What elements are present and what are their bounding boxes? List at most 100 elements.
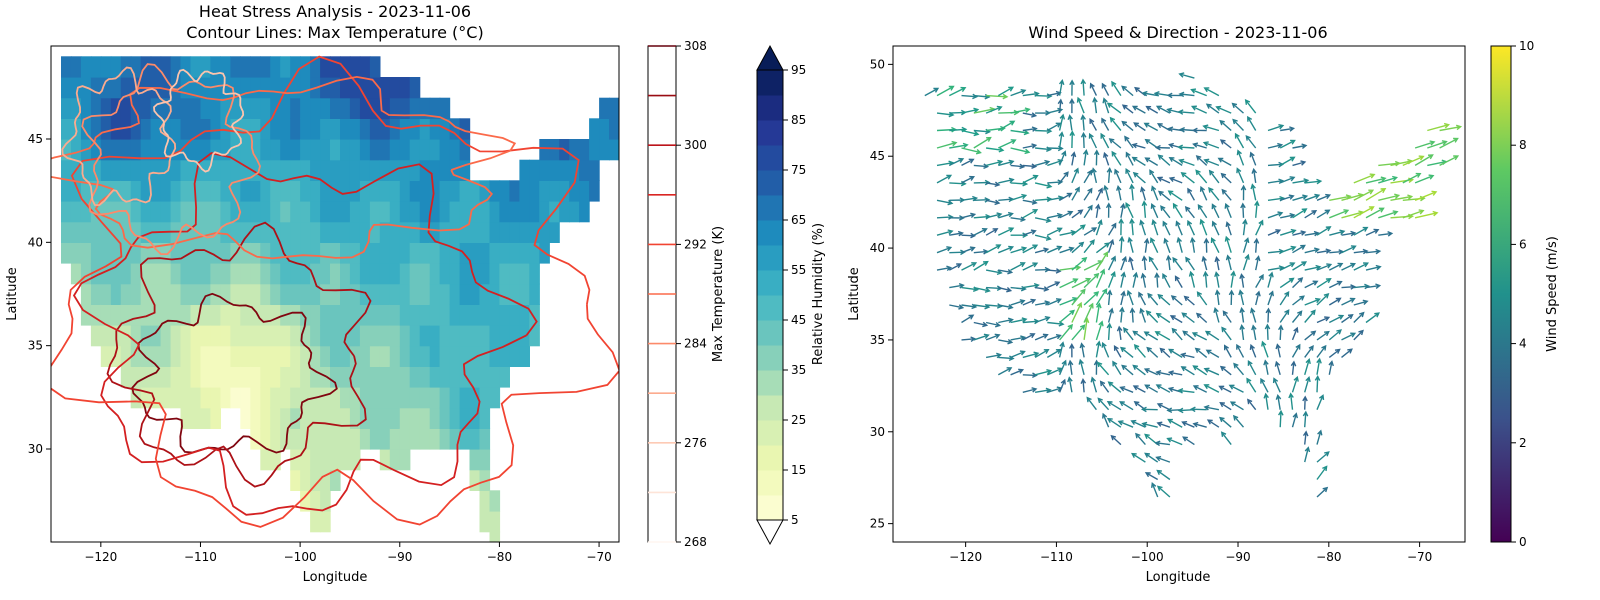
humidity-cell (359, 242, 371, 264)
heat-x-tick-label: −70 (586, 550, 611, 564)
humidity-cell (170, 366, 182, 388)
wind-arrow (1183, 295, 1195, 306)
wind-arrow (1328, 314, 1345, 324)
humidity-cell (409, 283, 421, 305)
wind-arrow (985, 159, 1004, 167)
humidity-cell (609, 118, 619, 140)
wind-arrow (1157, 190, 1171, 201)
wind-arrow (1143, 122, 1159, 132)
humidity-cell (469, 407, 481, 429)
wind-arrow (1195, 155, 1208, 166)
wind-arrow (1292, 143, 1308, 149)
humidity-cell (280, 77, 291, 99)
wind-arrow (961, 175, 976, 184)
humidity-cell (70, 221, 82, 243)
humidity-cell (349, 242, 361, 264)
humidity-cell (260, 304, 271, 326)
humidity-cell (399, 221, 411, 243)
humidity-cell (140, 139, 152, 161)
wind-arrow (1124, 135, 1134, 149)
humidity-cell (240, 283, 251, 305)
humidity-cell (379, 345, 391, 367)
humidity-cell (519, 242, 530, 264)
heat-chart-subtitle: Contour Lines: Max Temperature (°C) (186, 23, 483, 42)
wind-arrow (1167, 126, 1183, 132)
humidity-colorbar-tick-label: 85 (791, 113, 806, 127)
humidity-cell (61, 118, 72, 140)
humidity-cell (180, 56, 192, 78)
humidity-cell (260, 159, 271, 181)
humidity-cell (499, 242, 510, 264)
wind-y-tick-label: 40 (870, 241, 885, 255)
humidity-cell (389, 97, 401, 119)
wind-arrow (1279, 228, 1297, 236)
wind-arrow (1095, 219, 1103, 236)
humidity-cell (230, 159, 241, 181)
wind-arrow (1151, 219, 1159, 236)
wind-arrow (1288, 392, 1294, 410)
humidity-cell (170, 180, 182, 202)
wind-arrow (1106, 166, 1113, 183)
wind-arrow (1047, 90, 1062, 97)
wind-arrow (1058, 359, 1067, 376)
humidity-cell (270, 201, 281, 223)
humidity-cell (180, 407, 192, 429)
humidity-cell (180, 345, 192, 367)
humidity-cell (150, 387, 162, 409)
humidity-cell (80, 304, 92, 326)
wind-arrow (1159, 347, 1171, 358)
humidity-cell (270, 77, 281, 99)
wind-arrow (1414, 154, 1434, 167)
wind-arrow (1365, 312, 1380, 324)
wind-arrow (1211, 203, 1220, 219)
wind-arrow (1150, 237, 1159, 253)
humidity-cell (449, 428, 461, 450)
wind-arrow (1218, 385, 1232, 393)
wind-arrow (1058, 378, 1066, 393)
humidity-cell (280, 159, 291, 181)
humidity-colorbar-band (757, 170, 783, 196)
humidity-cell (369, 180, 381, 202)
humidity-cell (439, 366, 451, 388)
wind-arrow (1071, 256, 1088, 271)
wind-arrow (1059, 309, 1076, 324)
humidity-cell (609, 97, 619, 119)
wind-arrow (1291, 326, 1299, 341)
wind-arrow (1010, 317, 1028, 324)
humidity-cell (310, 345, 321, 367)
humidity-cell (449, 345, 461, 367)
wind-arrow (1107, 381, 1122, 393)
humidity-cell (449, 221, 461, 243)
humidity-cell (280, 366, 291, 388)
humidity-cell (280, 345, 291, 367)
wind-arrow (1145, 105, 1159, 114)
wind-arrow (936, 140, 958, 149)
wind-arrow (961, 129, 980, 137)
humidity-cell (340, 449, 351, 471)
wind-arrow (1010, 193, 1028, 201)
humidity-cell (449, 201, 461, 223)
humidity-cell (419, 283, 431, 305)
wind-arrow (1247, 115, 1257, 131)
humidity-cell (250, 221, 261, 243)
humidity-cell (409, 345, 421, 367)
humidity-cell (479, 345, 491, 367)
humidity-cell (220, 304, 231, 326)
wind-arrow (1302, 430, 1309, 445)
wind-colorbar-tick-label: 10 (1519, 39, 1534, 53)
humidity-cell (230, 221, 241, 243)
humidity-cell (399, 97, 411, 119)
wind-arrow (1304, 210, 1318, 219)
humidity-cell (170, 283, 182, 305)
humidity-cell (320, 97, 331, 119)
wind-arrow (1328, 262, 1344, 271)
humidity-cell (419, 242, 431, 264)
wind-arrow (1083, 227, 1098, 236)
humidity-cell (270, 449, 281, 471)
humidity-cell (160, 304, 172, 326)
wind-arrow (1022, 372, 1038, 379)
humidity-cell (489, 201, 501, 223)
wind-arrow (961, 232, 977, 239)
wind-arrow (1181, 312, 1195, 324)
humidity-cell (130, 283, 142, 305)
